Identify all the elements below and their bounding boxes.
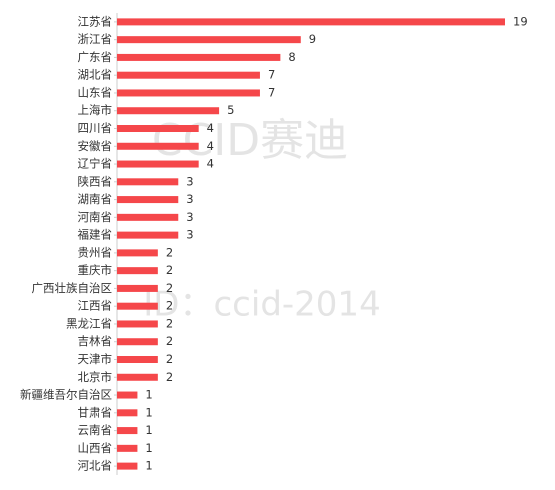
y-tick-label: 吉林省: [78, 334, 113, 348]
value-label: 19: [513, 14, 528, 28]
y-tick-label: 天津市: [78, 352, 113, 366]
value-label: 1: [145, 405, 152, 419]
value-label: 9: [309, 32, 316, 46]
value-label: 3: [186, 192, 193, 206]
bar: [117, 196, 179, 204]
value-label: 8: [288, 50, 295, 64]
bar: [117, 18, 505, 26]
value-label: 1: [145, 423, 152, 437]
y-tick-label: 福建省: [78, 228, 113, 242]
bar: [117, 142, 199, 150]
value-label: 3: [186, 210, 193, 224]
bar: [117, 36, 301, 44]
bar: [117, 89, 260, 97]
bar: [117, 338, 158, 346]
value-label: 4: [207, 157, 214, 171]
value-label: 2: [166, 263, 173, 277]
bar: [117, 125, 199, 132]
y-tick-label: 江苏省: [78, 14, 113, 28]
y-tick-label: 浙江省: [78, 32, 113, 46]
bar: [117, 427, 138, 435]
y-tick-label: 广东省: [78, 50, 113, 64]
y-tick-label: 黑龙江省: [66, 316, 112, 330]
value-label: 3: [186, 228, 193, 242]
value-label: 2: [166, 316, 173, 330]
value-label: 7: [268, 85, 275, 99]
watermark: ID：ccid-2014: [143, 285, 380, 325]
y-tick-label: 贵州省: [78, 245, 113, 259]
bar: [117, 373, 158, 381]
y-tick-label: 湖南省: [78, 192, 113, 206]
bar: [117, 391, 138, 399]
value-label: 2: [166, 334, 173, 348]
bar: [117, 249, 158, 257]
bar: [117, 107, 220, 115]
value-label: 1: [145, 459, 152, 473]
bar: [117, 444, 138, 452]
value-label: 2: [166, 299, 173, 313]
value-label: 1: [145, 388, 152, 402]
y-tick-label: 重庆市: [78, 263, 113, 277]
value-label: 4: [207, 121, 214, 135]
bar: [117, 409, 138, 417]
value-label: 4: [207, 139, 214, 153]
y-tick-label: 河北省: [78, 459, 113, 473]
y-tick-label: 云南省: [78, 423, 113, 437]
value-label: 2: [166, 370, 173, 384]
y-tick-label: 广西壮族自治区: [32, 281, 113, 295]
bar: [117, 302, 158, 310]
y-tick-label: 江西省: [78, 299, 113, 313]
y-tick-label: 辽宁省: [78, 157, 113, 171]
bar: [117, 53, 281, 61]
value-label: 3: [186, 174, 193, 188]
y-tick-label: 陕西省: [78, 174, 113, 188]
y-tick-label: 安徽省: [78, 139, 113, 153]
y-tick-label: 四川省: [78, 121, 113, 135]
value-label: 2: [166, 281, 173, 295]
value-label: 2: [166, 352, 173, 366]
bar: [117, 356, 158, 363]
bar: [117, 231, 179, 239]
y-tick-label: 湖北省: [78, 68, 113, 82]
value-label: 1: [145, 441, 152, 455]
value-label: 5: [227, 103, 234, 117]
value-label: 2: [166, 245, 173, 259]
bar: [117, 213, 179, 221]
bar: [117, 178, 179, 186]
y-tick-label: 新疆维吾尔自治区: [20, 388, 112, 402]
bar: [117, 320, 158, 328]
y-tick-label: 上海市: [78, 103, 113, 117]
bar: [117, 267, 158, 275]
y-tick-label: 山东省: [78, 85, 113, 99]
y-tick-label: 北京市: [78, 370, 113, 384]
bar: [117, 284, 158, 292]
y-tick-label: 甘肃省: [78, 405, 113, 419]
bar: [117, 160, 199, 168]
bar: [117, 462, 138, 470]
y-tick-label: 山西省: [78, 441, 113, 455]
value-label: 7: [268, 68, 275, 82]
y-tick-label: 河南省: [78, 210, 113, 224]
watermark: CCID赛迪: [152, 115, 348, 166]
bar: [117, 71, 260, 79]
